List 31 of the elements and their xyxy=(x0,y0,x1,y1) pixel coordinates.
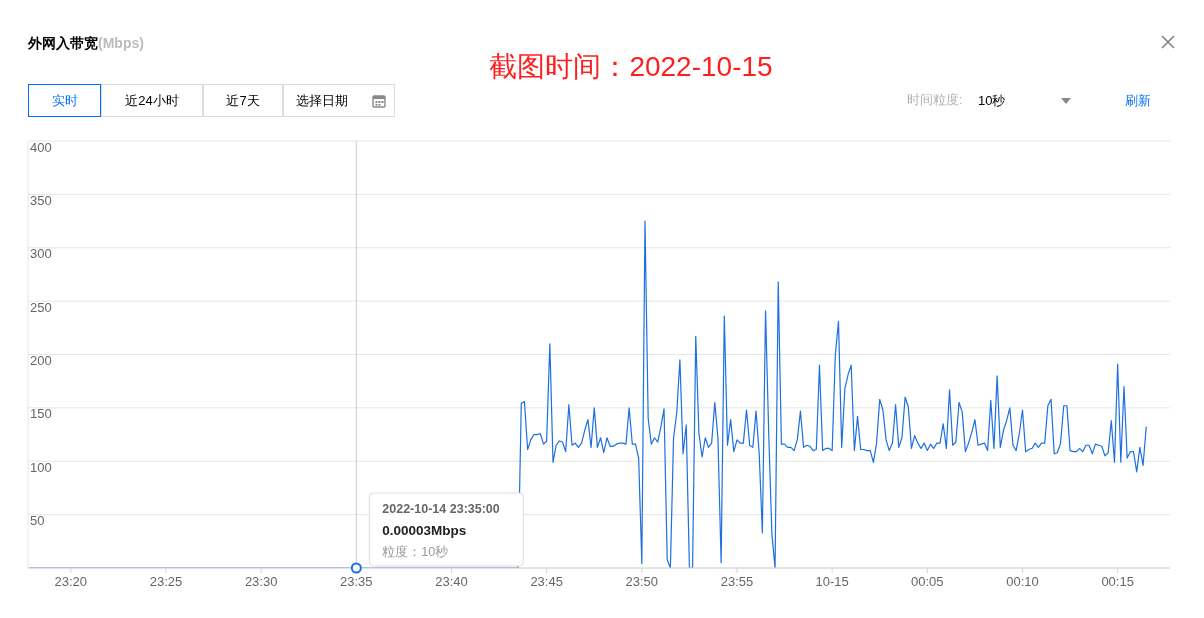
y-tick-label: 150 xyxy=(30,406,52,422)
text: 截图时间：2022-10-15 xyxy=(489,51,773,82)
x-tick-label: 00:15 xyxy=(1101,574,1134,590)
annotation: 2022-10-14 23:35:00 0.00003Mbps 粒度：10秒 xyxy=(382,502,500,560)
chart-subtitle: (Mbps) xyxy=(98,35,144,51)
chart-title: 外网入带宽 xyxy=(28,35,98,51)
range-button: 选择日期 xyxy=(283,84,395,117)
x-tick-label: 23:35 xyxy=(340,574,373,590)
y-tick-label: 250 xyxy=(30,299,52,315)
range-button: 近24小时 xyxy=(101,84,203,117)
x-tick-label: 23:30 xyxy=(244,574,278,590)
x-tick-label: 23:45 xyxy=(530,574,563,590)
x-tick-label: 00:10 xyxy=(1006,574,1039,590)
y-tick-label: 300 xyxy=(30,246,52,262)
y-tick-label: 200 xyxy=(30,353,52,369)
text: 时间粒度: xyxy=(907,93,963,107)
x-tick-label: 23:50 xyxy=(625,574,659,590)
range-button: 近7天 xyxy=(203,84,283,117)
x-tick-label: 10-15 xyxy=(815,574,849,590)
y-tick-label: 100 xyxy=(30,459,52,475)
x-tick-label: 00:05 xyxy=(911,574,944,590)
range-button: 实时 xyxy=(28,84,101,117)
x-tick-label: 23:40 xyxy=(435,574,468,590)
y-tick-label: 350 xyxy=(30,192,52,208)
text: 刷新 xyxy=(1125,93,1151,108)
x-tick-label: 23:20 xyxy=(54,574,88,590)
y-tick-label: 50 xyxy=(30,513,45,529)
x-tick-label: 23:55 xyxy=(720,574,754,590)
y-tick-label: 400 xyxy=(30,139,52,155)
text: 10秒 xyxy=(978,93,1006,108)
x-tick-label: 23:25 xyxy=(149,574,183,590)
